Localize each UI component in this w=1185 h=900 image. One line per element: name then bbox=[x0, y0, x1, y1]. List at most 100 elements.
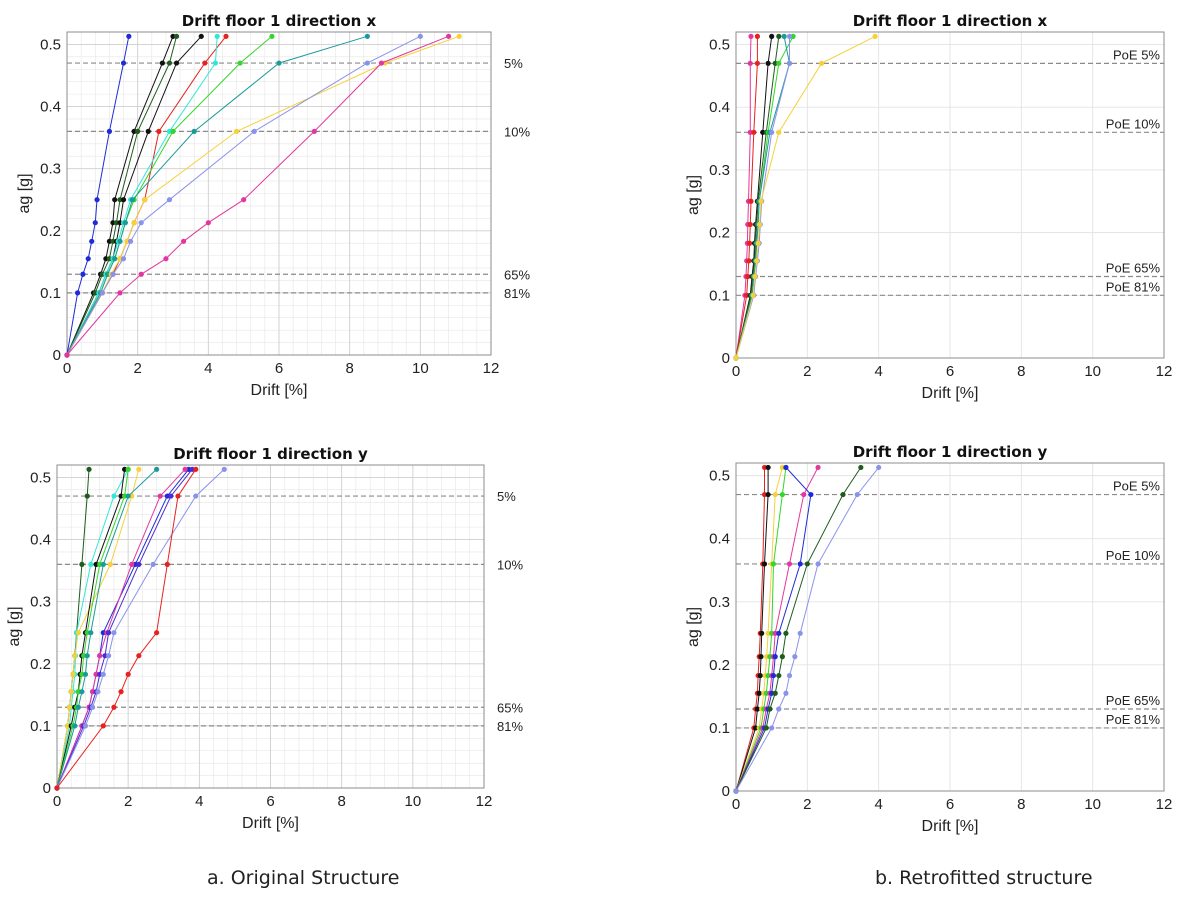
data-point bbox=[159, 60, 165, 66]
series-line bbox=[735, 467, 812, 792]
x-tick-label-2: 4 bbox=[195, 793, 203, 810]
series-line bbox=[56, 469, 129, 789]
data-point bbox=[193, 466, 199, 472]
data-point bbox=[181, 238, 187, 244]
series-line bbox=[735, 36, 773, 359]
data-point bbox=[756, 690, 762, 696]
data-point bbox=[223, 33, 229, 39]
axes-frame bbox=[66, 31, 492, 356]
chart-4: 0 2 4 6 8 10 12 0 0.1 0.2 0.3 0.4 0.5 Drift floor 1 d… bbox=[685, 443, 1172, 835]
data-point bbox=[747, 60, 753, 66]
data-point bbox=[276, 60, 282, 66]
poe-label-2: 65% bbox=[497, 700, 523, 715]
data-point bbox=[79, 561, 85, 567]
data-point bbox=[765, 60, 771, 66]
poe-label-3: 81% bbox=[497, 719, 523, 734]
data-point bbox=[89, 704, 96, 710]
data-point bbox=[92, 220, 98, 226]
data-point bbox=[111, 493, 117, 499]
y-tick-label-1: 0.1 bbox=[709, 287, 730, 304]
data-point bbox=[198, 33, 204, 39]
data-point bbox=[65, 723, 71, 729]
data-point bbox=[237, 60, 243, 66]
data-point bbox=[75, 704, 81, 710]
series-2 bbox=[733, 464, 771, 794]
y-axis-label: ag [g] bbox=[685, 607, 702, 647]
data-point bbox=[772, 654, 778, 660]
y-tick-label-4: 0.4 bbox=[30, 532, 51, 549]
data-point bbox=[786, 33, 793, 39]
y-tick-label-5: 0.5 bbox=[40, 36, 61, 53]
poe-label-0: 5% bbox=[497, 489, 516, 504]
data-point bbox=[129, 561, 135, 567]
data-point bbox=[205, 220, 211, 226]
series-line bbox=[735, 36, 790, 359]
data-point bbox=[70, 671, 76, 677]
data-point bbox=[763, 725, 769, 731]
chart-title: Drift floor 1 direction y bbox=[853, 443, 1048, 461]
data-point bbox=[767, 706, 773, 712]
data-point bbox=[456, 33, 462, 39]
data-point bbox=[102, 653, 108, 659]
x-axis-label: Drift [%] bbox=[922, 385, 979, 402]
data-point bbox=[128, 238, 134, 244]
y-tick-label-3: 0.3 bbox=[30, 594, 51, 611]
data-point bbox=[81, 653, 87, 659]
series-line bbox=[56, 469, 129, 789]
data-point bbox=[72, 723, 78, 729]
series-1 bbox=[64, 33, 132, 358]
data-point bbox=[790, 33, 796, 39]
data-point bbox=[772, 690, 778, 696]
data-point bbox=[157, 493, 163, 499]
data-point bbox=[173, 60, 180, 66]
data-point bbox=[79, 689, 85, 695]
data-point bbox=[117, 238, 123, 244]
data-point bbox=[175, 493, 181, 499]
series-10 bbox=[64, 33, 423, 358]
data-point bbox=[765, 464, 771, 471]
data-point bbox=[840, 491, 846, 498]
data-point bbox=[251, 128, 257, 134]
y-tick-label-3: 0.3 bbox=[709, 594, 730, 611]
x-tick-label-2: 4 bbox=[204, 360, 212, 377]
data-point bbox=[54, 785, 60, 791]
series-line bbox=[735, 36, 758, 359]
x-tick-label-5: 10 bbox=[1084, 363, 1101, 380]
y-tick-label-4: 0.4 bbox=[709, 99, 730, 116]
data-point bbox=[765, 630, 771, 636]
data-point bbox=[779, 464, 785, 471]
x-tick-label-4: 8 bbox=[345, 360, 353, 377]
data-point bbox=[786, 672, 793, 679]
data-point bbox=[801, 491, 807, 498]
axes-frame bbox=[735, 31, 1165, 359]
series-7 bbox=[733, 464, 864, 794]
data-point bbox=[93, 561, 99, 567]
series-line bbox=[66, 36, 177, 356]
series-line bbox=[66, 35, 449, 356]
x-tick-label-4: 8 bbox=[1017, 363, 1025, 380]
data-point bbox=[765, 672, 771, 679]
data-point bbox=[761, 464, 768, 471]
data-point bbox=[745, 273, 751, 280]
data-point bbox=[117, 290, 123, 296]
poe-label-0: PoE 5% bbox=[1113, 47, 1160, 62]
series-line bbox=[66, 36, 174, 356]
data-point bbox=[129, 197, 135, 203]
data-point bbox=[202, 60, 208, 66]
series-line bbox=[735, 36, 752, 359]
data-point bbox=[106, 128, 112, 134]
data-point bbox=[129, 493, 135, 499]
x-tick-label-1: 2 bbox=[124, 793, 132, 810]
data-point bbox=[759, 630, 765, 636]
data-point bbox=[763, 690, 769, 696]
x-tick-label-6: 12 bbox=[476, 793, 493, 810]
data-point bbox=[769, 33, 775, 39]
data-point bbox=[748, 198, 754, 204]
data-point bbox=[776, 630, 782, 636]
data-point bbox=[120, 197, 127, 203]
data-point bbox=[311, 128, 317, 134]
data-point bbox=[804, 561, 810, 567]
poe-label-1: 10% bbox=[497, 557, 523, 572]
data-point bbox=[760, 129, 766, 135]
y-tick-label-3: 0.3 bbox=[40, 161, 61, 178]
